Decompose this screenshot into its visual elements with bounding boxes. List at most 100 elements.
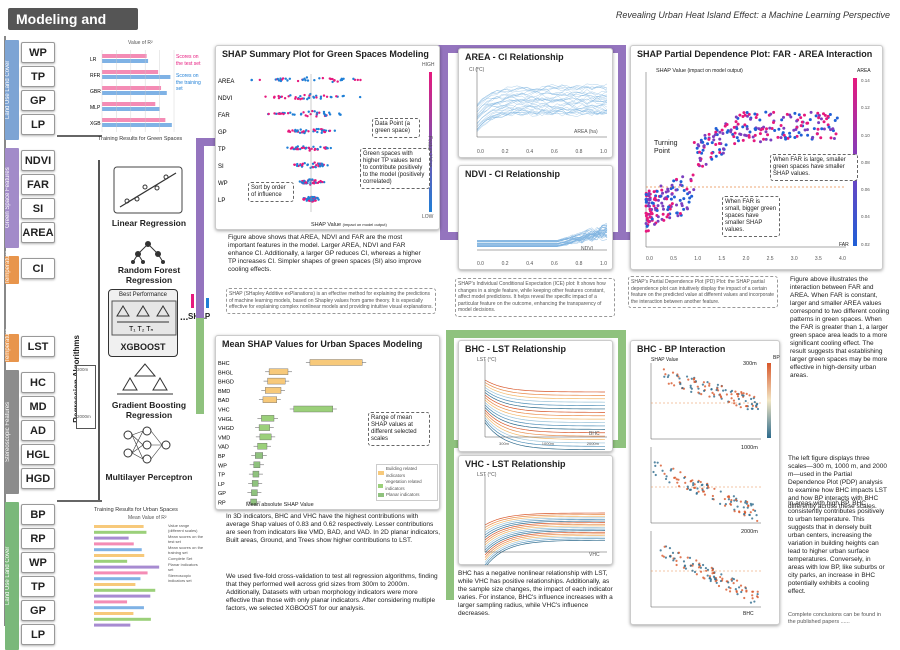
shap-point [319,95,323,98]
pdp-point [685,206,689,210]
bhc-bp-point [720,573,723,576]
pdp-point [815,132,819,136]
training-top-model-mlp: MLP [90,105,101,111]
bhc-bp-point [695,492,698,495]
pdp-point [706,142,710,146]
bhc-bp-point [733,402,736,405]
training-bottom-legend-item: Planar indicators set [168,562,198,572]
bhc-bp-point [730,578,733,581]
bhc-bp-point [673,557,676,560]
shap-point [324,114,328,118]
shap-point [314,165,317,169]
bhc-bp-desc1: The left figure displays three scales—30… [788,455,888,510]
left-border [4,36,6,626]
pdp-point [797,113,801,117]
bhc-bp-point [756,592,759,596]
ndvi-ci-panel: NDVI - CI Relationship NDVI 0.0 0.2 0.4 0.6… [458,165,613,270]
bhc-bp-point [692,378,695,381]
bhc-bp-point [702,381,705,384]
bhc-bp-point [753,395,756,398]
mean-shap-feature-gp: GP [218,491,226,497]
shap-point [320,162,323,165]
training-top-model-xgb: XGB [90,121,101,127]
mean-shap-box [250,498,257,506]
area-ci-ylabel: CI (°C) [469,67,485,73]
pdp-point [666,189,670,193]
pdp-point [661,212,665,216]
pdp-point [768,126,772,130]
pdp-point [754,128,758,132]
bhc-bp-point [732,582,735,585]
mean-shap-desc2: We used five-fold cross-validation to te… [226,573,438,612]
bhc-bp-point [739,406,742,409]
training-bottom-legend: Value range (different scales) Mean score… [168,523,204,584]
mean-shap-box [253,461,261,469]
training-bottom-bar [94,559,128,563]
pdp-point [718,130,722,134]
bhc-bp-point [692,486,696,489]
shap-point [323,146,326,149]
bhc-bp-point [745,502,748,505]
bhc-bp-point [686,556,689,559]
area-ci-curve [476,103,608,125]
shap-point [311,109,314,113]
xtick: 0.4 [526,261,534,267]
bhc-bp-point [756,519,759,523]
training-top-train-bar [102,123,172,127]
pdp-point [697,163,701,167]
shap-point [313,110,316,113]
area-ci-curve [476,109,608,130]
bhc-bp-point [743,596,746,600]
pdp-point [672,179,676,183]
pdp-point [695,146,699,150]
bhc-bp-point [736,592,739,596]
training-bottom-axis: Mean Value of R² [128,515,167,521]
shap-point [301,146,304,150]
shap-point [280,95,284,98]
mean-shap-box [255,452,264,459]
pdp-point [799,116,803,120]
bhc-bp-scale-2: 1000m [741,445,758,451]
mean-shap-box [309,359,363,366]
bhc-bp-point [654,464,657,467]
pdp-point [827,125,831,129]
bhc-bp-point [751,503,754,506]
bhc-bp-point [753,600,756,603]
pdp-point [816,111,820,115]
pdp-point [734,120,738,124]
training-bottom-bar [94,542,134,546]
shap-point [306,79,310,82]
pdp-xtick: 3.0 [790,256,798,262]
shap-feature-gp: GP [218,130,227,136]
mean-shap-box [261,415,275,422]
bhc-bp-point [668,547,672,550]
bhc-bp-point [751,597,754,600]
bhc-bp-scale-1: 300m [743,361,757,367]
pdp-point [748,130,752,134]
pdp-point [718,137,722,141]
shap-feature-wp: WP [218,181,228,187]
pdp-xtick: 4.0 [839,256,846,262]
bhc-bp-point [703,493,707,496]
shap-point [307,110,310,113]
bhc-bp-point [659,549,662,552]
pdp-cbtick: 0.12 [861,105,870,111]
algo-ellipsis: ... [180,312,189,323]
pipe-green-5 [446,330,626,338]
mean-shap-feature-tp: TP [218,473,225,479]
bhc-lst-scalebar: 300m 1000m 2000m [499,441,599,448]
shap-point [318,77,321,80]
pdp-point [670,183,674,187]
pdp-point [772,110,776,114]
pdp-point [701,164,705,168]
shap-point [264,95,267,98]
ndvi-ci-curve [477,225,608,242]
mean-shap-legend-item: Planar indicators [378,492,436,499]
pdp-point [776,135,780,139]
bhc-lst-curve [484,382,606,396]
pdp-point [732,135,736,139]
area-ci-title: AREA - CI Relationship [465,52,564,62]
bhc-bp-point [738,403,741,406]
shap-low-label: LOW [422,214,434,220]
shap-feature-si: SI [218,164,224,170]
